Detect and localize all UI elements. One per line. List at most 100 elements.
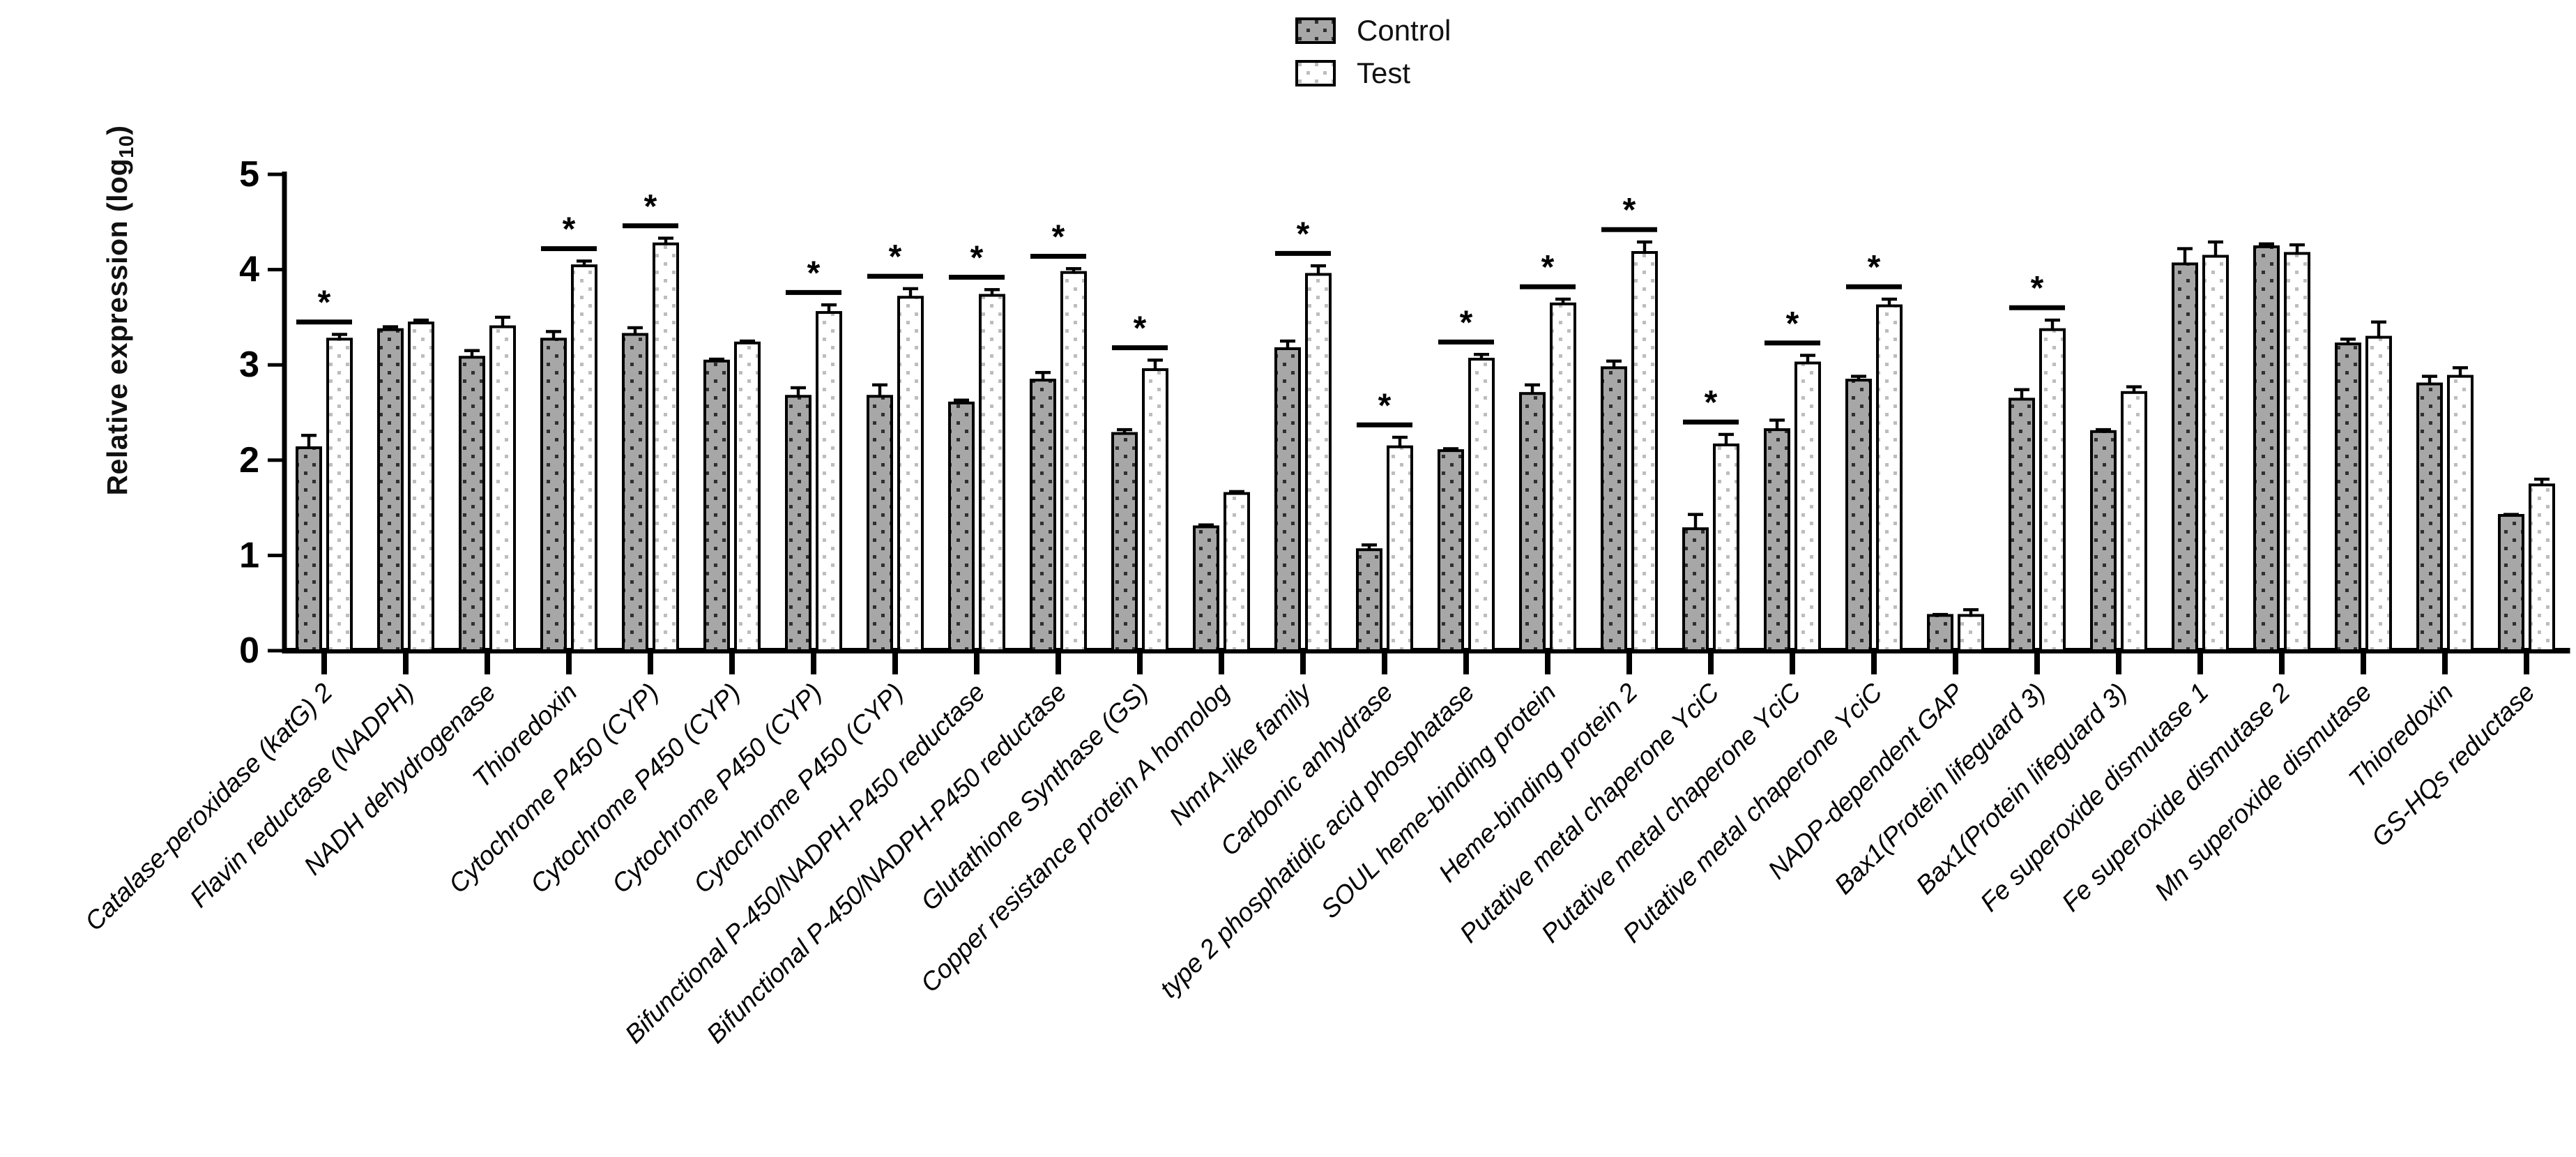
bar-test-12 bbox=[1224, 492, 1250, 652]
legend-label-test: Test bbox=[1357, 56, 1411, 89]
errorbar-test-7 bbox=[827, 305, 831, 313]
sig-line-7 bbox=[786, 289, 841, 295]
bar-test-2 bbox=[408, 322, 434, 652]
errorbar-cap-test-27 bbox=[2453, 366, 2468, 370]
errorbar-cap-control-7 bbox=[791, 386, 806, 390]
errorbar-cap-test-14 bbox=[1392, 435, 1408, 439]
errorbar-cap-control-22 bbox=[2014, 388, 2029, 391]
errorbar-control-16 bbox=[1530, 384, 1534, 394]
x-tick-11 bbox=[1137, 653, 1143, 674]
errorbar-cap-control-8 bbox=[872, 383, 887, 387]
bar-test-28 bbox=[2529, 483, 2555, 652]
x-tick-18 bbox=[1708, 653, 1714, 674]
errorbar-cap-test-13 bbox=[1311, 264, 1326, 268]
errorbar-cap-test-1 bbox=[332, 333, 347, 336]
errorbar-control-24 bbox=[2183, 248, 2187, 264]
x-tick-14 bbox=[1382, 653, 1387, 674]
errorbar-cap-control-27 bbox=[2422, 375, 2437, 378]
bar-control-24 bbox=[2172, 262, 2198, 652]
bar-test-16 bbox=[1550, 302, 1576, 652]
errorbar-cap-test-23 bbox=[2126, 385, 2142, 388]
bar-test-15 bbox=[1468, 358, 1495, 653]
sig-line-10 bbox=[1030, 253, 1086, 259]
bar-control-11 bbox=[1111, 432, 1138, 652]
bar-test-13 bbox=[1305, 273, 1332, 652]
y-tick-label-4: 4 bbox=[239, 250, 259, 290]
sig-asterisk-4: * bbox=[563, 211, 576, 248]
errorbar-cap-control-15 bbox=[1443, 447, 1458, 451]
x-label-13: NmrA-like family bbox=[1164, 676, 1318, 831]
errorbar-cap-test-20 bbox=[1882, 297, 1897, 301]
bar-test-20 bbox=[1876, 304, 1903, 652]
bar-test-24 bbox=[2202, 255, 2229, 652]
errorbar-control-10 bbox=[1041, 372, 1045, 381]
bar-test-9 bbox=[979, 294, 1005, 652]
y-axis-line bbox=[282, 172, 287, 653]
errorbar-cap-test-6 bbox=[740, 339, 755, 343]
y-tick-label-5: 5 bbox=[239, 154, 259, 195]
sig-line-14 bbox=[1357, 422, 1412, 428]
bar-test-14 bbox=[1387, 445, 1413, 653]
bar-control-16 bbox=[1519, 392, 1546, 652]
x-tick-16 bbox=[1545, 653, 1550, 674]
errorbar-control-13 bbox=[1286, 341, 1290, 349]
bar-control-23 bbox=[2090, 430, 2117, 652]
x-tick-2 bbox=[403, 653, 409, 674]
x-tick-22 bbox=[2034, 653, 2040, 674]
x-tick-3 bbox=[485, 653, 490, 674]
legend-swatch-test-icon bbox=[1295, 60, 1336, 86]
bar-control-5 bbox=[622, 333, 648, 652]
x-axis-line bbox=[282, 648, 2570, 653]
errorbar-cap-test-2 bbox=[413, 318, 429, 322]
errorbar-test-15 bbox=[1479, 354, 1484, 360]
bar-control-19 bbox=[1764, 428, 1790, 652]
x-tick-7 bbox=[811, 653, 816, 674]
bar-test-18 bbox=[1713, 443, 1739, 652]
x-tick-25 bbox=[2279, 653, 2285, 674]
errorbar-test-10 bbox=[1072, 269, 1076, 273]
bar-control-4 bbox=[540, 338, 567, 652]
errorbar-test-3 bbox=[501, 317, 505, 327]
bar-control-17 bbox=[1601, 366, 1627, 652]
y-axis-title-text: Relative expression (log bbox=[100, 158, 133, 496]
sig-asterisk-17: * bbox=[1623, 192, 1636, 229]
errorbar-cap-control-17 bbox=[1606, 359, 1622, 363]
errorbar-test-22 bbox=[2050, 319, 2055, 330]
sig-line-9 bbox=[949, 275, 1005, 280]
sig-asterisk-19: * bbox=[1786, 305, 1799, 342]
errorbar-cap-test-5 bbox=[658, 236, 673, 240]
errorbar-cap-control-12 bbox=[1198, 523, 1214, 527]
x-tick-10 bbox=[1055, 653, 1061, 674]
sig-line-8 bbox=[867, 273, 923, 279]
errorbar-control-22 bbox=[2020, 389, 2024, 400]
y-tick-4 bbox=[268, 268, 284, 272]
errorbar-cap-test-11 bbox=[1148, 358, 1163, 362]
errorbar-cap-control-19 bbox=[1769, 418, 1785, 422]
x-tick-17 bbox=[1626, 653, 1632, 674]
sig-asterisk-20: * bbox=[1868, 249, 1881, 286]
errorbar-control-7 bbox=[796, 387, 800, 397]
errorbar-cap-test-21 bbox=[1963, 608, 1979, 612]
errorbar-test-26 bbox=[2377, 322, 2381, 338]
errorbar-test-9 bbox=[990, 289, 994, 296]
bar-test-4 bbox=[571, 264, 597, 652]
x-tick-27 bbox=[2442, 653, 2448, 674]
bar-control-14 bbox=[1356, 548, 1382, 652]
bar-control-28 bbox=[2498, 514, 2524, 653]
errorbar-control-18 bbox=[1693, 514, 1698, 529]
y-tick-5 bbox=[268, 172, 284, 176]
bar-test-6 bbox=[734, 341, 761, 652]
x-tick-1 bbox=[321, 653, 327, 674]
errorbar-cap-test-15 bbox=[1474, 352, 1489, 356]
errorbar-test-17 bbox=[1643, 241, 1647, 253]
errorbar-control-17 bbox=[1612, 361, 1616, 368]
sig-line-13 bbox=[1275, 250, 1331, 256]
sig-line-20 bbox=[1846, 284, 1902, 289]
bar-test-5 bbox=[653, 242, 679, 652]
errorbar-test-19 bbox=[1806, 355, 1810, 363]
bar-control-27 bbox=[2416, 382, 2443, 653]
bar-control-8 bbox=[867, 395, 893, 652]
errorbar-control-19 bbox=[1775, 420, 1779, 430]
y-tick-3 bbox=[268, 363, 284, 367]
legend-item-control: Control bbox=[1295, 14, 1451, 47]
